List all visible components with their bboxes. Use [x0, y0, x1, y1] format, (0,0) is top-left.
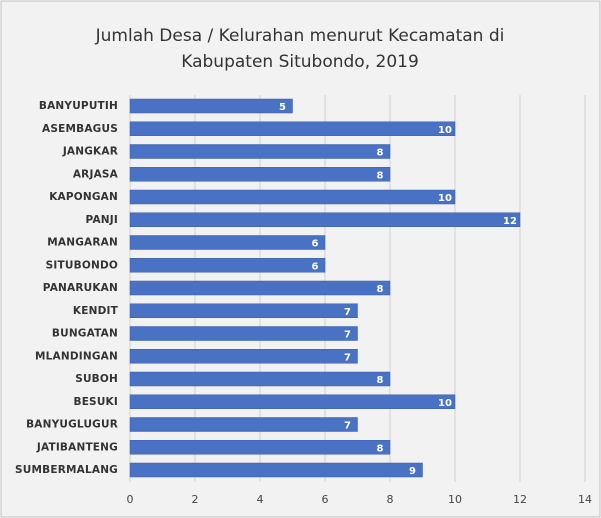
bar: [129, 144, 391, 159]
bar: [129, 326, 358, 341]
data-label: 8: [377, 375, 384, 386]
bar: [129, 371, 391, 387]
data-label: 8: [377, 284, 384, 295]
data-label: 7: [344, 421, 351, 432]
data-label: 9: [409, 466, 416, 477]
y-tick-label: SUMBERMALANG: [15, 464, 118, 476]
bar: [129, 303, 358, 318]
y-tick-label: BESUKI: [73, 396, 118, 408]
x-tick-label: 14: [578, 493, 592, 506]
bar: [129, 121, 456, 136]
bar: [129, 280, 391, 296]
y-tick-label: SUBOH: [75, 373, 118, 385]
y-tick-label: SITUBONDO: [46, 259, 118, 271]
y-tick-label: JATIBANTENG: [36, 441, 118, 453]
data-label: 8: [377, 148, 384, 159]
data-label: 6: [312, 261, 319, 272]
bar: [129, 349, 358, 364]
data-label: 10: [438, 125, 452, 136]
y-tick-label: JANGKAR: [62, 146, 118, 158]
data-label: 12: [503, 216, 517, 227]
bar: [129, 462, 423, 478]
data-label: 7: [344, 330, 351, 341]
y-tick-label: BUNGATAN: [52, 328, 118, 340]
data-label: 10: [438, 193, 452, 204]
data-label: 7: [344, 352, 351, 363]
data-label: 6: [312, 239, 319, 250]
y-tick-label: ARJASA: [73, 168, 119, 180]
y-tick-label: PANJI: [86, 214, 118, 226]
y-tick-label: MANGARAN: [47, 237, 118, 249]
bar: [129, 417, 358, 432]
x-tick-label: 6: [322, 493, 329, 506]
y-tick-label: ASEMBAGUS: [42, 123, 118, 135]
x-tick-label: 8: [387, 493, 394, 506]
x-tick-label: 0: [127, 493, 134, 506]
y-tick-label: KENDIT: [73, 305, 119, 317]
data-label: 8: [377, 170, 384, 181]
x-tick-label: 12: [513, 493, 527, 506]
x-tick-label: 10: [448, 493, 462, 506]
y-tick-label: MLANDINGAN: [35, 350, 118, 362]
y-tick-label: PANARUKAN: [43, 282, 118, 294]
data-label: 10: [438, 398, 452, 409]
y-tick-label: BANYUPUTIH: [39, 100, 118, 112]
data-label: 5: [279, 102, 286, 113]
bar: [129, 235, 326, 250]
bar: [129, 189, 456, 205]
x-tick-label: 2: [192, 493, 199, 506]
y-tick-label: KAPONGAN: [49, 191, 118, 203]
bar: [129, 212, 521, 227]
bar: [129, 167, 391, 182]
x-tick-label: 4: [257, 493, 264, 506]
bar: [129, 394, 456, 409]
bar: [129, 440, 391, 455]
data-label: 7: [344, 307, 351, 318]
y-tick-label: BANYUGLUGUR: [26, 419, 118, 431]
chart-title: Jumlah Desa / Kelurahan menurut Kecamata…: [95, 26, 505, 46]
bar: [129, 258, 326, 273]
chart-title: Kabupaten Situbondo, 2019: [181, 52, 419, 72]
bar: [129, 98, 293, 114]
data-label: 8: [377, 443, 384, 454]
